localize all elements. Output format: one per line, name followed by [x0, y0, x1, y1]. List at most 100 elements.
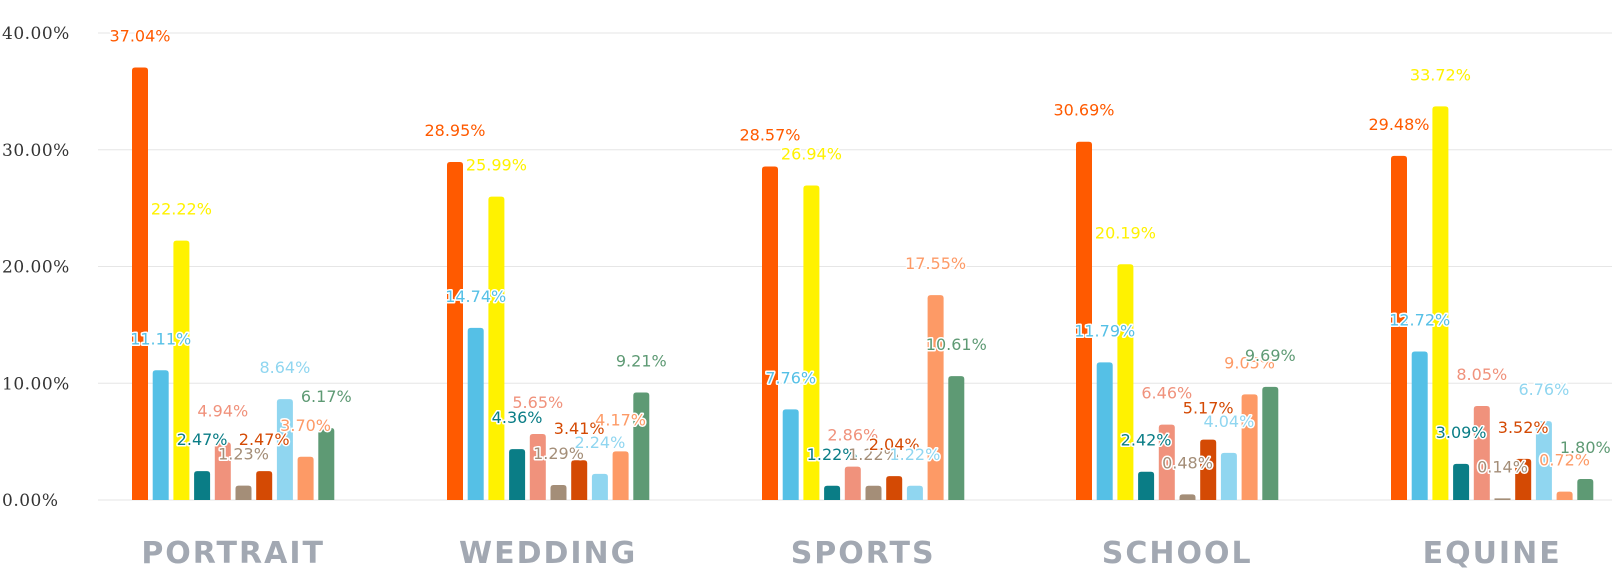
data-label: 9.21% — [616, 351, 667, 370]
data-label: 7.76% — [765, 368, 816, 387]
bar — [927, 295, 944, 500]
bar — [824, 485, 841, 500]
data-label: 17.55% — [905, 254, 966, 273]
data-label: 2.24% — [574, 433, 625, 452]
data-label: 4.36% — [492, 408, 543, 427]
data-label: 14.74% — [445, 287, 506, 306]
data-label: 9.05% — [1224, 353, 1275, 372]
y-tick-label: 20.00% — [2, 258, 70, 278]
data-label: 0.48% — [1162, 453, 1213, 472]
data-label: 29.48% — [1368, 115, 1429, 134]
bar — [1411, 351, 1428, 500]
data-label: 2.47% — [177, 430, 228, 449]
bar — [1220, 452, 1237, 500]
bar — [297, 456, 314, 500]
bar — [488, 196, 505, 500]
bar — [1577, 478, 1594, 500]
y-tick-label: 30.00% — [2, 141, 70, 161]
data-label: 37.04% — [109, 27, 170, 46]
data-label: 20.19% — [1095, 223, 1156, 242]
data-label: 30.69% — [1053, 101, 1114, 120]
bars — [132, 67, 1594, 501]
data-label: 28.95% — [424, 121, 485, 140]
data-label: 1.22% — [889, 445, 940, 464]
bar — [591, 473, 608, 500]
data-label: 2.86% — [827, 426, 878, 445]
gridlines — [98, 32, 1612, 501]
bar — [132, 67, 148, 501]
data-label: 4.17% — [595, 410, 646, 429]
y-axis-tick-labels: 0.00% 10.00% 20.00% 30.00% 40.00% — [2, 24, 70, 511]
data-label: 3.09% — [1436, 423, 1487, 442]
data-label: 9.69% — [1245, 346, 1296, 365]
y-tick-label: 10.00% — [2, 374, 70, 394]
bar — [1200, 439, 1217, 500]
data-label: 2.04% — [869, 435, 920, 454]
data-label: 5.65% — [512, 393, 563, 412]
bar — [948, 376, 965, 500]
x-axis-category-labels: PORTRAIT WEDDING SPORTS SCHOOL EQUINE — [141, 536, 1562, 571]
data-label: 6.17% — [301, 387, 352, 406]
data-label: 33.72% — [1410, 65, 1471, 84]
data-label: 1.22% — [848, 445, 899, 464]
bar — [1535, 421, 1552, 500]
data-label: 22.22% — [151, 200, 212, 219]
bar — [194, 471, 211, 500]
bar — [906, 485, 923, 500]
bar — [276, 399, 293, 500]
bar — [844, 466, 861, 500]
bar — [1494, 498, 1511, 500]
bar — [612, 451, 629, 500]
bar — [447, 162, 463, 501]
bar — [152, 370, 169, 500]
data-label: 2.47% — [239, 430, 290, 449]
data-label: 0.72% — [1539, 451, 1590, 470]
data-label: 1.29% — [533, 444, 584, 463]
data-labels: 37.04% 11.11% 22.22% 2.47% 4.94% 1.23%2.47% 8.… — [108, 25, 1612, 478]
data-label: 25.99% — [466, 156, 527, 175]
bar — [762, 166, 778, 500]
data-label: 8.64% — [259, 358, 310, 377]
bar — [633, 392, 650, 500]
bar — [1117, 264, 1134, 500]
x-category-label: SPORTS — [791, 536, 936, 571]
bar — [256, 471, 273, 500]
bar — [1515, 458, 1532, 500]
bar — [1556, 491, 1573, 500]
data-label: 3.41% — [554, 419, 605, 438]
bar — [782, 409, 799, 500]
data-label: 1.80% — [1560, 438, 1611, 457]
bar — [1138, 471, 1155, 500]
bar — [1432, 106, 1449, 500]
data-label: 2.42% — [1121, 431, 1172, 450]
data-label: 1.23% — [218, 445, 269, 464]
data-label: 6.46% — [1141, 384, 1192, 403]
data-label: 11.79% — [1074, 321, 1135, 340]
data-label: 3.70% — [280, 416, 331, 435]
data-label: 10.61% — [926, 335, 987, 354]
data-label: 4.04% — [1203, 412, 1254, 431]
y-tick-label: 0.00% — [2, 491, 59, 511]
bar — [214, 442, 231, 500]
bar — [803, 185, 820, 500]
x-category-label: PORTRAIT — [141, 536, 325, 571]
bar — [886, 476, 903, 500]
x-category-label: EQUINE — [1423, 536, 1562, 571]
data-label: 3.52% — [1498, 418, 1549, 437]
bar — [1096, 362, 1113, 500]
bar — [529, 434, 546, 500]
x-category-label: WEDDING — [459, 536, 637, 571]
bar — [509, 449, 526, 500]
bar — [173, 240, 190, 501]
bar — [1391, 155, 1407, 501]
data-label: 1.22% — [807, 445, 858, 464]
bar — [1453, 463, 1470, 500]
bar — [318, 427, 335, 500]
data-label: 4.94% — [197, 401, 248, 420]
data-label: 6.76% — [1518, 380, 1569, 399]
bar — [1473, 406, 1490, 500]
data-label: 8.05% — [1456, 365, 1507, 384]
x-category-label: SCHOOL — [1102, 536, 1253, 571]
data-label: 0.14% — [1477, 457, 1528, 476]
